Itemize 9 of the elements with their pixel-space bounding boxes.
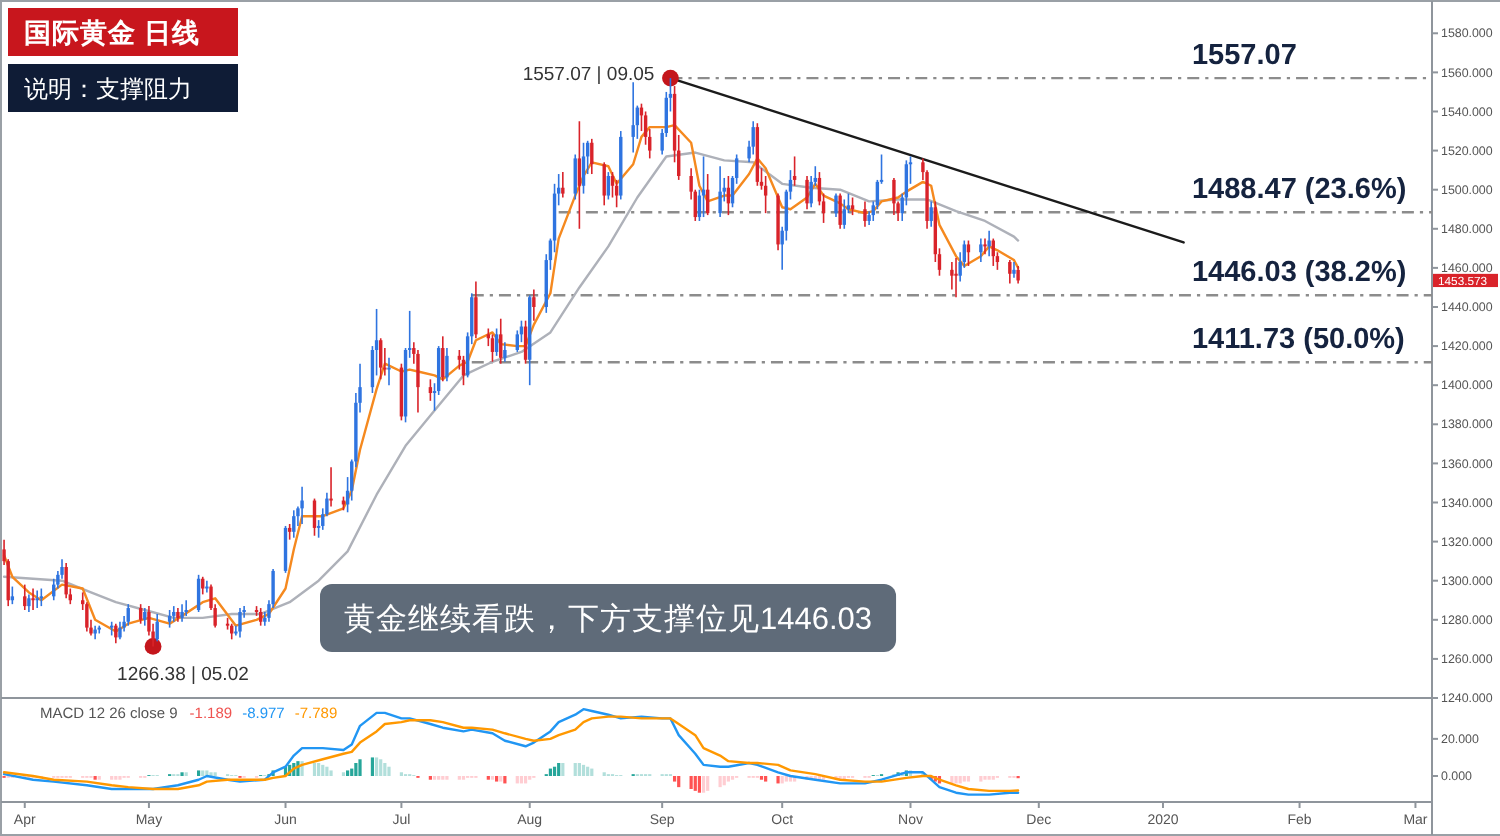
annotation: 1557.07: [1191, 40, 1297, 73]
text: 说明：支撑阻力: [24, 74, 192, 103]
annotation: 1488.47 (23.6%): [1191, 174, 1407, 207]
annotation: 1266.38 | 05.02: [117, 664, 249, 687]
annotation: 1446.03 (38.2%): [1191, 257, 1407, 290]
annotation: 1557.07 | 09.05: [522, 64, 655, 87]
annotation: 1411.73 (50.0%): [1191, 324, 1406, 357]
text: 国际黄金 日线: [24, 17, 200, 48]
annotation: 黄金继续看跌，下方支撑位见1446.03: [344, 601, 873, 637]
